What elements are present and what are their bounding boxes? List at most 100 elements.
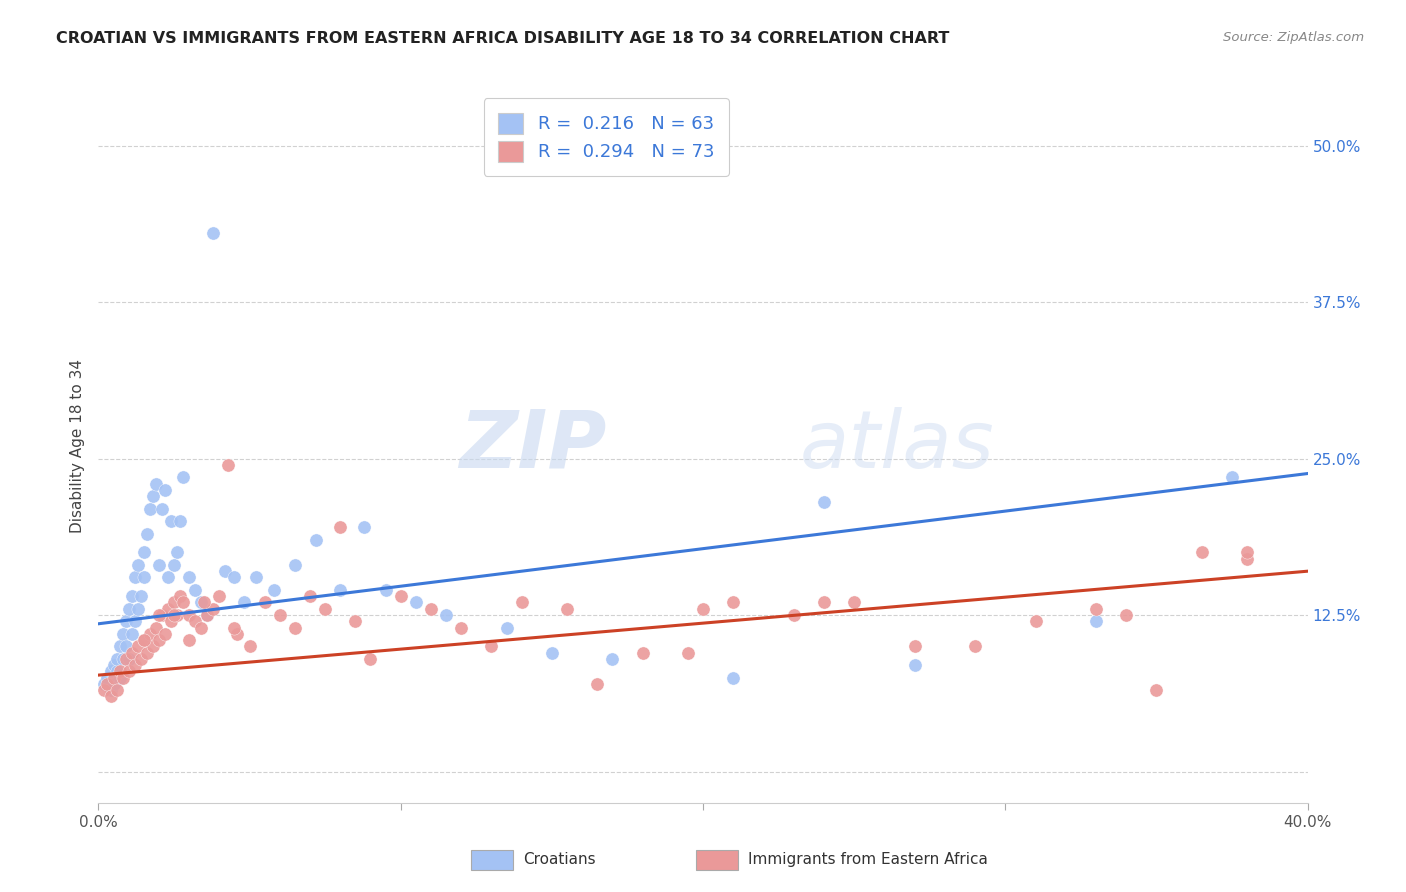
- Point: [1144, 683, 1167, 698]
- Point: [105, 683, 128, 698]
- Point: [129, 589, 152, 603]
- Point: [114, 652, 136, 666]
- Point: [1236, 551, 1258, 566]
- Point: [111, 627, 134, 641]
- Point: [1085, 614, 1108, 628]
- Point: [156, 601, 179, 615]
- Point: [111, 652, 134, 666]
- Text: atlas: atlas: [800, 407, 994, 485]
- Point: [145, 476, 167, 491]
- Point: [305, 533, 328, 547]
- Point: [132, 545, 155, 559]
- Point: [232, 595, 254, 609]
- Point: [184, 614, 207, 628]
- Point: [419, 601, 441, 615]
- Point: [142, 640, 165, 654]
- Point: [129, 652, 152, 666]
- Point: [139, 627, 162, 641]
- Point: [156, 570, 179, 584]
- Point: [1085, 601, 1108, 615]
- Point: [1220, 470, 1243, 484]
- Point: [190, 595, 212, 609]
- Point: [132, 633, 155, 648]
- Point: [510, 595, 533, 609]
- Point: [93, 677, 115, 691]
- Point: [100, 683, 122, 698]
- Point: [127, 640, 149, 654]
- Point: [263, 582, 285, 597]
- Point: [150, 501, 173, 516]
- Point: [602, 652, 624, 666]
- Point: [284, 621, 307, 635]
- Point: [631, 646, 654, 660]
- Point: [100, 665, 122, 679]
- Point: [127, 558, 149, 572]
- Text: Immigrants from Eastern Africa: Immigrants from Eastern Africa: [748, 853, 988, 867]
- Point: [166, 607, 188, 622]
- Point: [150, 607, 173, 622]
- Point: [121, 646, 143, 660]
- Point: [214, 564, 236, 578]
- Point: [224, 570, 246, 584]
- Point: [100, 690, 122, 704]
- Point: [148, 558, 170, 572]
- Point: [163, 607, 186, 622]
- Point: [114, 640, 136, 654]
- Point: [169, 514, 191, 528]
- Point: [148, 607, 170, 622]
- Point: [344, 614, 367, 628]
- Point: [299, 589, 322, 603]
- Point: [166, 545, 188, 559]
- Point: [269, 607, 291, 622]
- Point: [160, 614, 183, 628]
- Point: [177, 633, 201, 648]
- Point: [405, 595, 427, 609]
- Point: [124, 658, 146, 673]
- Point: [224, 621, 246, 635]
- Point: [121, 627, 143, 641]
- Point: [132, 570, 155, 584]
- Point: [245, 570, 267, 584]
- Point: [124, 570, 146, 584]
- Point: [692, 601, 714, 615]
- Point: [1024, 614, 1046, 628]
- Point: [124, 614, 146, 628]
- Point: [253, 595, 276, 609]
- Point: [148, 633, 170, 648]
- Point: [135, 526, 157, 541]
- Point: [904, 658, 927, 673]
- Point: [184, 582, 207, 597]
- Point: [329, 582, 352, 597]
- Point: [389, 589, 412, 603]
- Point: [105, 665, 128, 679]
- Text: CROATIAN VS IMMIGRANTS FROM EASTERN AFRICA DISABILITY AGE 18 TO 34 CORRELATION C: CROATIAN VS IMMIGRANTS FROM EASTERN AFRI…: [56, 31, 949, 46]
- Legend: R =  0.216   N = 63, R =  0.294   N = 73: R = 0.216 N = 63, R = 0.294 N = 73: [484, 98, 728, 176]
- Point: [239, 640, 262, 654]
- Point: [904, 640, 927, 654]
- Point: [127, 601, 149, 615]
- Point: [142, 489, 165, 503]
- Point: [495, 621, 517, 635]
- Point: [177, 570, 201, 584]
- Text: Croatians: Croatians: [523, 853, 596, 867]
- Point: [96, 671, 118, 685]
- Point: [118, 601, 141, 615]
- Point: [103, 677, 125, 691]
- Point: [103, 658, 125, 673]
- Point: [111, 671, 134, 685]
- Point: [844, 595, 866, 609]
- Point: [195, 607, 218, 622]
- Point: [121, 589, 143, 603]
- Point: [177, 607, 201, 622]
- Text: ZIP: ZIP: [458, 407, 606, 485]
- Point: [190, 621, 212, 635]
- Point: [540, 646, 562, 660]
- Point: [374, 582, 396, 597]
- Point: [139, 501, 162, 516]
- Point: [1236, 545, 1258, 559]
- Point: [118, 665, 141, 679]
- Point: [450, 621, 472, 635]
- Point: [555, 601, 578, 615]
- Point: [1115, 607, 1137, 622]
- Point: [721, 595, 744, 609]
